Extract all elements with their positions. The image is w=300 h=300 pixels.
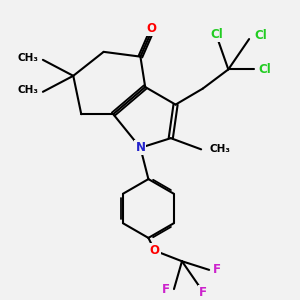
Text: Cl: Cl (254, 29, 267, 42)
Text: F: F (199, 286, 207, 299)
Text: Cl: Cl (259, 63, 272, 76)
Text: O: O (150, 244, 160, 257)
Text: CH₃: CH₃ (209, 144, 230, 154)
Text: CH₃: CH₃ (17, 53, 38, 63)
Text: Cl: Cl (211, 28, 224, 41)
Text: CH₃: CH₃ (17, 85, 38, 95)
Text: N: N (135, 141, 146, 154)
Text: F: F (213, 263, 221, 276)
Text: F: F (162, 283, 170, 296)
Text: O: O (147, 22, 157, 35)
